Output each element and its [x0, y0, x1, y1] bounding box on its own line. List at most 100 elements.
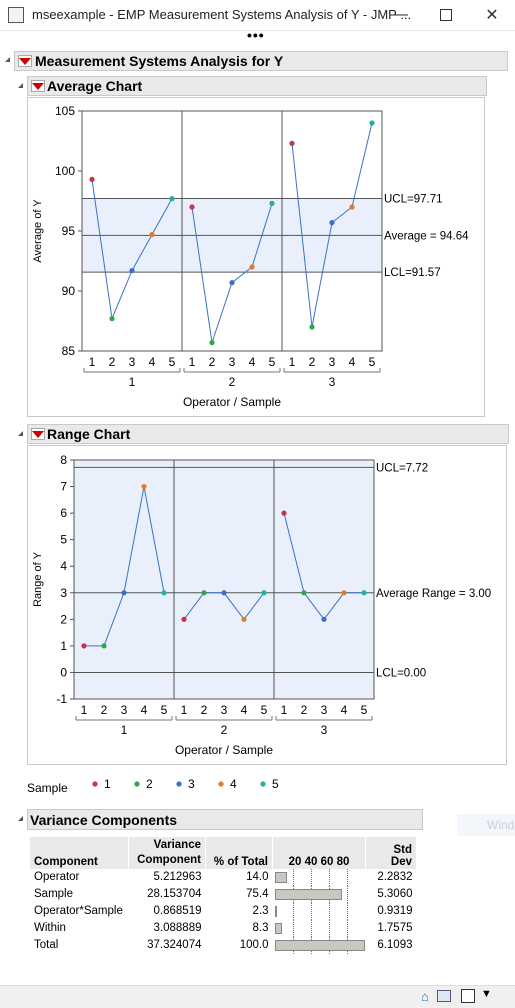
y-tick-label: 90: [62, 284, 76, 298]
x-tick-label: 1: [289, 355, 296, 369]
x-tick-label: 4: [241, 703, 248, 717]
collapse-triangle-icon[interactable]: [18, 816, 23, 821]
x-tick-label: 4: [141, 703, 148, 717]
bar-gridline: [310, 869, 312, 886]
pct-of-total: 75.4: [246, 888, 269, 900]
y-tick-label: 0: [60, 665, 67, 679]
data-point: [201, 590, 207, 596]
chevron-down-icon[interactable]: ▼: [481, 988, 492, 1000]
legend-marker: [92, 781, 98, 787]
data-point: [229, 280, 235, 286]
variance-components-title: Variance Components: [30, 812, 178, 828]
red-triangle-menu-icon[interactable]: [18, 55, 32, 67]
y-tick-label: 5: [60, 533, 67, 547]
legend-label: 4: [230, 777, 237, 791]
data-point: [141, 483, 147, 490]
x-tick-label: 5: [369, 355, 376, 369]
data-point: [281, 510, 287, 516]
variance-value: 5.212963: [153, 871, 202, 883]
x-axis-title: Operator / Sample: [175, 743, 273, 757]
legend-title: Sample: [27, 781, 68, 795]
pct-bar-cell: [273, 903, 366, 920]
x-tick-label: 3: [121, 703, 128, 717]
x-tick-label: 5: [169, 355, 176, 369]
collapse-triangle-icon[interactable]: [18, 83, 23, 88]
maximize-icon[interactable]: [423, 0, 469, 30]
y-tick-label: 8: [60, 453, 67, 467]
ucl-label: UCL=97.71: [384, 193, 443, 205]
std-dev-value: 2.2832: [377, 871, 413, 883]
home-icon[interactable]: ⌂: [421, 989, 429, 1004]
faded-overlay-text: Wind: [457, 814, 515, 836]
pct-of-total: 8.3: [252, 922, 269, 934]
x-group-label: 2: [221, 723, 228, 737]
pct-of-total: 100.0: [239, 939, 269, 951]
average-chart-title: Average Chart: [47, 78, 143, 94]
x-tick-label: 1: [281, 703, 288, 717]
lcl-label: LCL=91.57: [384, 267, 441, 279]
component-name: Operator*Sample: [34, 905, 123, 917]
pct-bar-cell: [273, 869, 366, 886]
x-tick-label: 3: [329, 355, 336, 369]
pct-bar: [274, 872, 288, 883]
x-tick-label: 5: [161, 703, 168, 717]
data-point: [89, 176, 95, 182]
close-icon[interactable]: ✕: [485, 7, 499, 24]
jmp-app-icon: [8, 7, 24, 23]
x-tick-label: 4: [341, 703, 348, 717]
legend-marker: [260, 781, 266, 787]
collapse-triangle-icon[interactable]: [5, 57, 10, 62]
legend-marker: [134, 781, 140, 787]
data-point: [221, 590, 227, 596]
data-point: [269, 200, 275, 206]
range-chart-title: Range Chart: [47, 426, 131, 442]
minimize-icon[interactable]: —: [392, 6, 408, 23]
y-tick-label: 95: [62, 224, 76, 238]
collapse-triangle-icon[interactable]: [18, 431, 23, 436]
x-tick-label: 1: [89, 355, 96, 369]
data-point: [321, 616, 327, 622]
component-name: Sample: [34, 888, 73, 900]
data-point: [301, 590, 307, 596]
x-tick-label: 3: [229, 355, 236, 369]
report-title: Measurement Systems Analysis for Y: [35, 53, 284, 69]
window-list-icon[interactable]: [437, 990, 451, 1002]
legend-label: 1: [104, 777, 111, 791]
y-tick-label: 105: [55, 104, 75, 118]
variance-value: 37.324074: [147, 939, 202, 951]
std-dev-value: 1.7575: [377, 922, 413, 934]
legend-label: 5: [272, 777, 279, 791]
bar-gridline: [346, 869, 348, 886]
x-tick-label: 1: [181, 703, 188, 717]
red-triangle-menu-icon[interactable]: [31, 80, 45, 92]
data-point: [309, 324, 315, 330]
plot-area: [74, 460, 374, 699]
table-row: Operator*Sample 0.868519 2.3 0.9319: [30, 903, 417, 920]
pct-bar-cell: [273, 937, 366, 954]
x-group-label: 3: [321, 723, 328, 737]
bar-gridline: [292, 920, 294, 937]
data-point: [169, 196, 175, 202]
data-point: [329, 220, 335, 226]
center-label: Average Range = 3.00: [376, 588, 491, 600]
overflow-dots-icon[interactable]: •••: [247, 27, 265, 43]
x-tick-label: 4: [249, 355, 256, 369]
bar-gridline: [346, 920, 348, 937]
window-selector-icon[interactable]: [461, 989, 475, 1003]
bar-gridline: [346, 886, 348, 903]
col-header-component: Component: [30, 837, 129, 869]
data-point: [81, 643, 87, 649]
data-point: [369, 120, 375, 126]
data-point: [181, 616, 187, 622]
pct-bar: [274, 923, 282, 934]
data-point: [109, 316, 115, 322]
bar-gridline: [292, 869, 294, 886]
std-dev-value: 6.1093: [377, 939, 413, 951]
x-axis-title: Operator / Sample: [183, 395, 281, 409]
red-triangle-menu-icon[interactable]: [31, 428, 45, 440]
y-tick-label: 3: [60, 586, 67, 600]
col-header-sd: Std Dev: [365, 837, 417, 869]
lcl-label: LCL=0.00: [376, 667, 426, 679]
